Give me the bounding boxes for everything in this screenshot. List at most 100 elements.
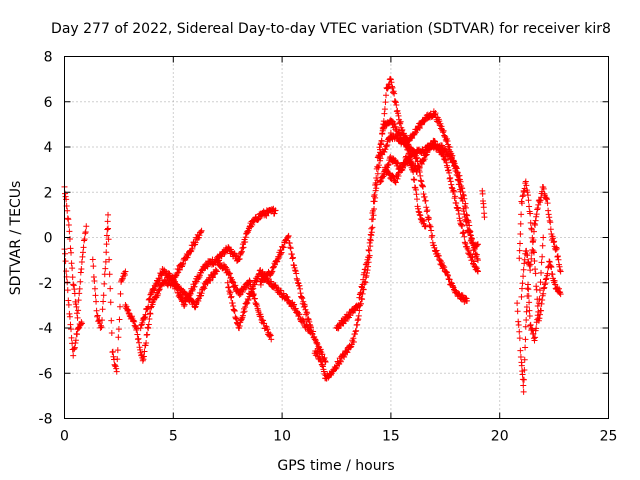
data-point [365, 254, 372, 261]
data-point [523, 317, 530, 324]
data-point [75, 297, 82, 304]
data-point [232, 282, 239, 289]
data-point [392, 98, 399, 105]
data-point [410, 176, 417, 183]
data-point [525, 292, 532, 299]
data-point [319, 351, 326, 358]
data-point [230, 302, 237, 309]
data-point [369, 224, 376, 231]
data-point [514, 300, 521, 307]
data-point [527, 210, 534, 217]
data-point [366, 239, 373, 246]
data-point [156, 286, 163, 293]
data-point [231, 283, 238, 290]
data-point [555, 256, 562, 263]
data-point [532, 270, 539, 277]
x-axis-label: GPS time / hours [277, 458, 394, 474]
data-point [297, 285, 304, 292]
data-point [145, 303, 152, 310]
data-point [448, 279, 455, 286]
data-point [443, 159, 450, 166]
data-point [98, 324, 105, 331]
data-point [305, 315, 312, 322]
data-point [415, 205, 422, 212]
data-point [224, 279, 231, 286]
data-point [66, 313, 73, 320]
data-point [539, 242, 546, 249]
data-point [64, 215, 71, 222]
data-point [229, 278, 236, 285]
data-point [557, 268, 564, 275]
data-point [287, 245, 294, 252]
data-point [529, 326, 536, 333]
data-point [400, 139, 407, 146]
data-point [400, 130, 407, 137]
data-point [116, 303, 123, 310]
data-point [411, 130, 418, 137]
data-point [307, 322, 314, 329]
data-point [413, 191, 420, 198]
data-point [526, 262, 533, 269]
data-point [140, 356, 147, 363]
data-point [447, 178, 454, 185]
data-point [174, 285, 181, 292]
data-point [519, 285, 526, 292]
data-point [285, 233, 292, 240]
data-point [518, 211, 525, 218]
data-point [449, 283, 456, 290]
data-point [542, 280, 549, 287]
data-point [461, 233, 468, 240]
data-point [394, 110, 401, 117]
data-point [134, 336, 141, 343]
data-point [443, 147, 450, 154]
data-point [537, 279, 544, 286]
data-point [65, 301, 72, 308]
data-point [144, 331, 151, 338]
data-point [198, 228, 205, 235]
data-point [76, 324, 83, 331]
data-point [297, 290, 304, 297]
data-point [113, 365, 120, 372]
data-point [526, 307, 533, 314]
data-point [536, 315, 543, 322]
data-point [411, 165, 418, 172]
data-point [82, 228, 89, 235]
data-point [250, 285, 257, 292]
data-point [413, 155, 420, 162]
data-point [354, 317, 361, 324]
data-point [135, 335, 142, 342]
data-point [94, 312, 101, 319]
data-point [362, 266, 369, 273]
data-point [454, 204, 461, 211]
data-point [66, 310, 73, 317]
x-tick-label: 0 [60, 429, 69, 445]
data-point [441, 264, 448, 271]
data-point [228, 293, 235, 300]
data-point [72, 339, 79, 346]
data-point [192, 239, 199, 246]
data-point [251, 295, 258, 302]
data-point [101, 280, 108, 287]
data-point [526, 313, 533, 320]
data-point [528, 250, 535, 257]
data-point [446, 169, 453, 176]
data-point [213, 268, 220, 275]
data-point [184, 296, 191, 303]
data-point [421, 217, 428, 224]
data-point [306, 318, 313, 325]
data-point [71, 345, 78, 352]
data-point [64, 279, 71, 286]
data-point [457, 178, 464, 185]
data-point [448, 181, 455, 188]
data-point [528, 255, 535, 262]
data-point [272, 207, 279, 214]
data-point [469, 254, 476, 261]
data-point [363, 272, 370, 279]
data-point [546, 217, 553, 224]
x-tick-label: 15 [382, 429, 400, 445]
data-point [130, 318, 137, 325]
data-point [102, 265, 109, 272]
data-point [293, 270, 300, 277]
data-point [128, 313, 135, 320]
